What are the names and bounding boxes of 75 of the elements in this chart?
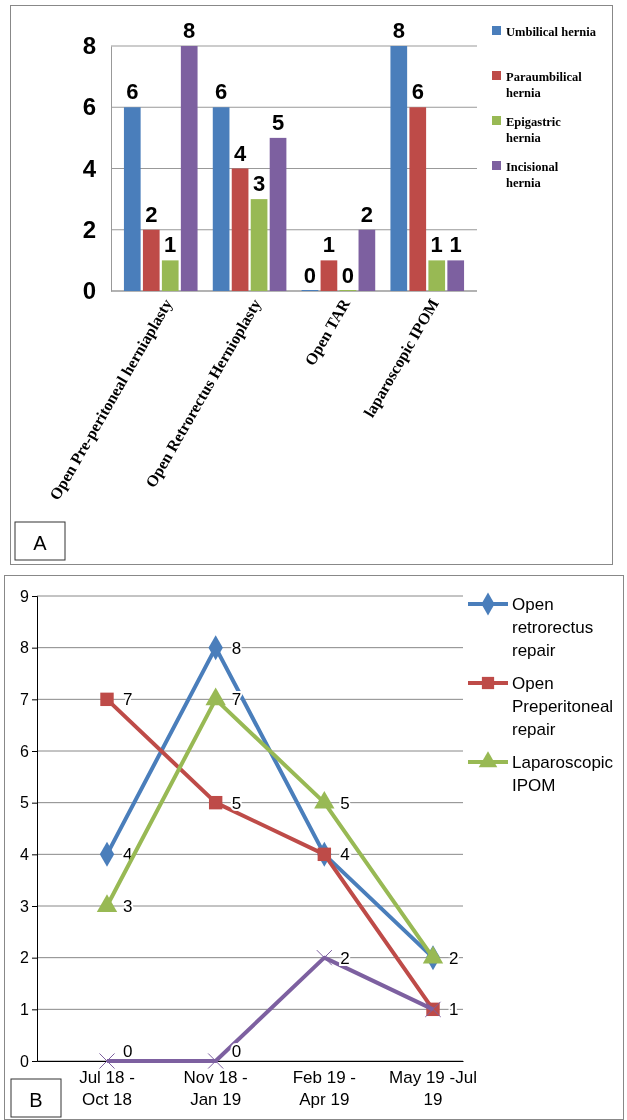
data-label: 1 [164, 232, 177, 258]
data-label: 8 [231, 638, 242, 658]
data-label: 4 [233, 140, 247, 166]
legend-label: Laparoscopic IPOM [512, 753, 614, 795]
point [207, 1052, 224, 1070]
data-label: 3 [123, 897, 133, 916]
x-tick-label: Jul 18 - Oct 18 [79, 1068, 135, 1109]
legend-label: Open Preperitoneal repair [512, 674, 614, 739]
data-label: 5 [271, 109, 285, 135]
point [317, 847, 332, 862]
x-tick-label: Feb 19 - Apr 19 [292, 1068, 356, 1109]
data-label: 2 [360, 201, 373, 227]
y-tick-label: 6 [82, 93, 96, 121]
data-label: 4 [340, 845, 350, 865]
point [100, 692, 114, 707]
data-label: 8 [183, 18, 196, 43]
legend-label: Umbilical hernia [506, 25, 597, 39]
y-tick-label: 0 [82, 277, 96, 305]
y-tick-label: 6 [20, 742, 30, 760]
data-label: 6 [215, 79, 228, 105]
data-label: 2 [145, 201, 158, 227]
text: A [33, 532, 48, 554]
data-label: 2 [340, 948, 350, 968]
data-label: 5 [231, 793, 242, 813]
legend-label: Paraumbilical hernia [506, 70, 583, 100]
text: B [29, 1089, 43, 1111]
data-label: 6 [411, 79, 424, 105]
data-label: 2 [449, 948, 459, 968]
legend-label: Epigastric hernia [506, 115, 562, 145]
bar [250, 199, 268, 291]
legend-label: Open retrorectus repair [512, 595, 594, 660]
y-tick-label: 4 [82, 154, 97, 182]
x-tick-label: Nov 18 - Jan 19 [183, 1068, 248, 1109]
bar [161, 260, 179, 291]
data-label: 0 [341, 263, 355, 288]
bar [409, 107, 427, 291]
data-label: 0 [231, 1042, 242, 1061]
data-label: 4 [123, 845, 133, 865]
bar [180, 46, 198, 291]
bar [320, 260, 338, 291]
data-label: 0 [303, 263, 317, 288]
data-label: 7 [123, 690, 133, 710]
x-tick-label: May 19 -Jul 19 [389, 1068, 477, 1109]
data-label: 3 [252, 171, 266, 197]
y-tick-label: 2 [20, 949, 30, 967]
data-label: 7 [231, 690, 242, 710]
data-label: 1 [449, 1000, 459, 1020]
y-tick-label: 2 [82, 215, 96, 243]
bar [231, 168, 249, 291]
bar [390, 46, 408, 291]
legend-label: Incisional hernia [506, 160, 559, 190]
data-label: 5 [340, 793, 350, 813]
bar [269, 137, 287, 291]
data-label: 0 [123, 1042, 133, 1061]
data-label: 1 [430, 232, 443, 258]
y-tick-label: 4 [20, 845, 30, 863]
y-tick-label: 5 [20, 794, 30, 812]
data-label: 1 [322, 232, 336, 258]
bar [142, 229, 160, 291]
data-label: 8 [392, 18, 405, 43]
bar [428, 260, 446, 291]
data-label: 1 [449, 232, 462, 258]
y-tick-label: 9 [20, 587, 30, 605]
bar [447, 260, 465, 291]
bar [358, 229, 376, 291]
point [208, 795, 223, 810]
bar [123, 107, 141, 291]
data-label: 6 [126, 79, 139, 105]
y-tick-label: 7 [20, 690, 30, 708]
y-tick-label: 8 [82, 32, 96, 60]
y-tick-label: 3 [20, 897, 30, 915]
bar [212, 107, 230, 291]
y-tick-label: 1 [20, 1000, 30, 1018]
y-tick-label: 0 [20, 1052, 30, 1070]
y-tick-label: 8 [20, 639, 30, 657]
